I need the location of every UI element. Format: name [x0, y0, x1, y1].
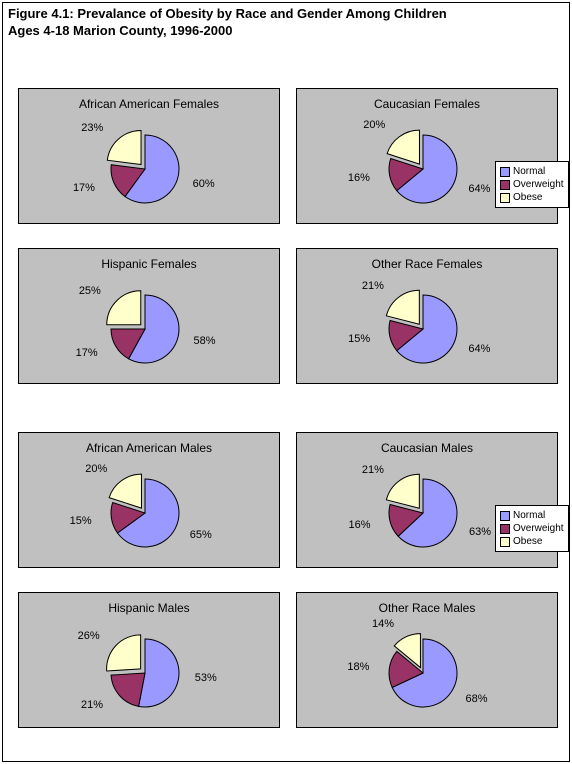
pie-chart	[19, 89, 281, 225]
pie-label-obese: 14%	[372, 618, 394, 630]
pie-slice-obese	[107, 130, 141, 164]
legend-item-obese: Obese	[500, 535, 564, 548]
figure-title-line1: Figure 4.1: Prevalance of Obesity by Rac…	[8, 6, 447, 21]
legend-label: Normal	[513, 165, 545, 178]
pie-label-obese: 21%	[362, 280, 384, 292]
pie-label-overweight: 15%	[348, 333, 370, 345]
pie-slice-obese	[107, 635, 141, 671]
legend-swatch-overweight	[500, 524, 510, 534]
panel-hispanic-males: Hispanic Males26%21%53%	[18, 592, 280, 728]
pie-label-obese: 26%	[78, 630, 100, 642]
legend-label: Overweight	[513, 178, 564, 191]
pie-label-normal: 53%	[195, 672, 217, 684]
legend-item-obese: Obese	[500, 191, 564, 204]
legend-item-normal: Normal	[500, 509, 564, 522]
pie-label-overweight: 17%	[76, 347, 98, 359]
panel-hispanic-females: Hispanic Females25%17%58%	[18, 248, 280, 384]
pie-label-normal: 63%	[469, 526, 491, 538]
panel-other-males: Other Race Males14%18%68%	[296, 592, 558, 728]
figure-title-line2: Ages 4-18 Marion County, 1996-2000	[8, 23, 232, 38]
pie-label-normal: 64%	[468, 183, 490, 195]
pie-label-overweight: 17%	[73, 182, 95, 194]
pie-label-normal: 68%	[466, 693, 488, 705]
pie-chart	[19, 593, 281, 729]
legend-swatch-overweight	[500, 180, 510, 190]
pie-label-overweight: 15%	[70, 515, 92, 527]
pie-label-normal: 58%	[193, 335, 215, 347]
pie-label-overweight: 16%	[349, 519, 371, 531]
pie-label-obese: 21%	[362, 464, 384, 476]
pie-chart	[19, 433, 281, 569]
legend-label: Obese	[513, 535, 542, 548]
pie-chart	[19, 249, 281, 385]
legend-label: Normal	[513, 509, 545, 522]
pie-label-obese: 20%	[363, 119, 385, 131]
pie-label-obese: 25%	[79, 285, 101, 297]
pie-slice-obese	[386, 290, 419, 324]
legend-swatch-obese	[500, 537, 510, 547]
pie-label-normal: 64%	[468, 343, 490, 355]
panel-af-am-males: African American Males20%15%65%	[18, 432, 280, 568]
legend-swatch-obese	[500, 193, 510, 203]
pie-label-overweight: 18%	[347, 661, 369, 673]
panel-other-females: Other Race Females21%15%64%	[296, 248, 558, 384]
pie-slice-obese	[107, 291, 141, 325]
legend-item-normal: Normal	[500, 165, 564, 178]
pie-label-overweight: 16%	[348, 172, 370, 184]
pie-slice-overweight	[111, 673, 145, 706]
pie-chart	[297, 593, 559, 729]
pie-slice-obese	[386, 474, 419, 508]
panel-caucasian-males: Caucasian Males21%16%63%NormalOverweight…	[296, 432, 558, 568]
pie-label-obese: 20%	[85, 463, 107, 475]
pie-label-normal: 60%	[193, 178, 215, 190]
legend: NormalOverweightObese	[495, 161, 569, 208]
pie-label-normal: 65%	[190, 529, 212, 541]
pie-label-overweight: 21%	[81, 699, 103, 711]
legend-swatch-normal	[500, 511, 510, 521]
legend-label: Obese	[513, 191, 542, 204]
legend-item-overweight: Overweight	[500, 178, 564, 191]
panel-af-am-females: African American Females23%17%60%	[18, 88, 280, 224]
figure-title: Figure 4.1: Prevalance of Obesity by Rac…	[8, 6, 447, 40]
panel-caucasian-females: Caucasian Females20%16%64%NormalOverweig…	[296, 88, 558, 224]
pie-chart	[297, 249, 559, 385]
legend-label: Overweight	[513, 522, 564, 535]
legend-swatch-normal	[500, 167, 510, 177]
legend: NormalOverweightObese	[495, 505, 569, 552]
pie-label-obese: 23%	[81, 122, 103, 134]
legend-item-overweight: Overweight	[500, 522, 564, 535]
